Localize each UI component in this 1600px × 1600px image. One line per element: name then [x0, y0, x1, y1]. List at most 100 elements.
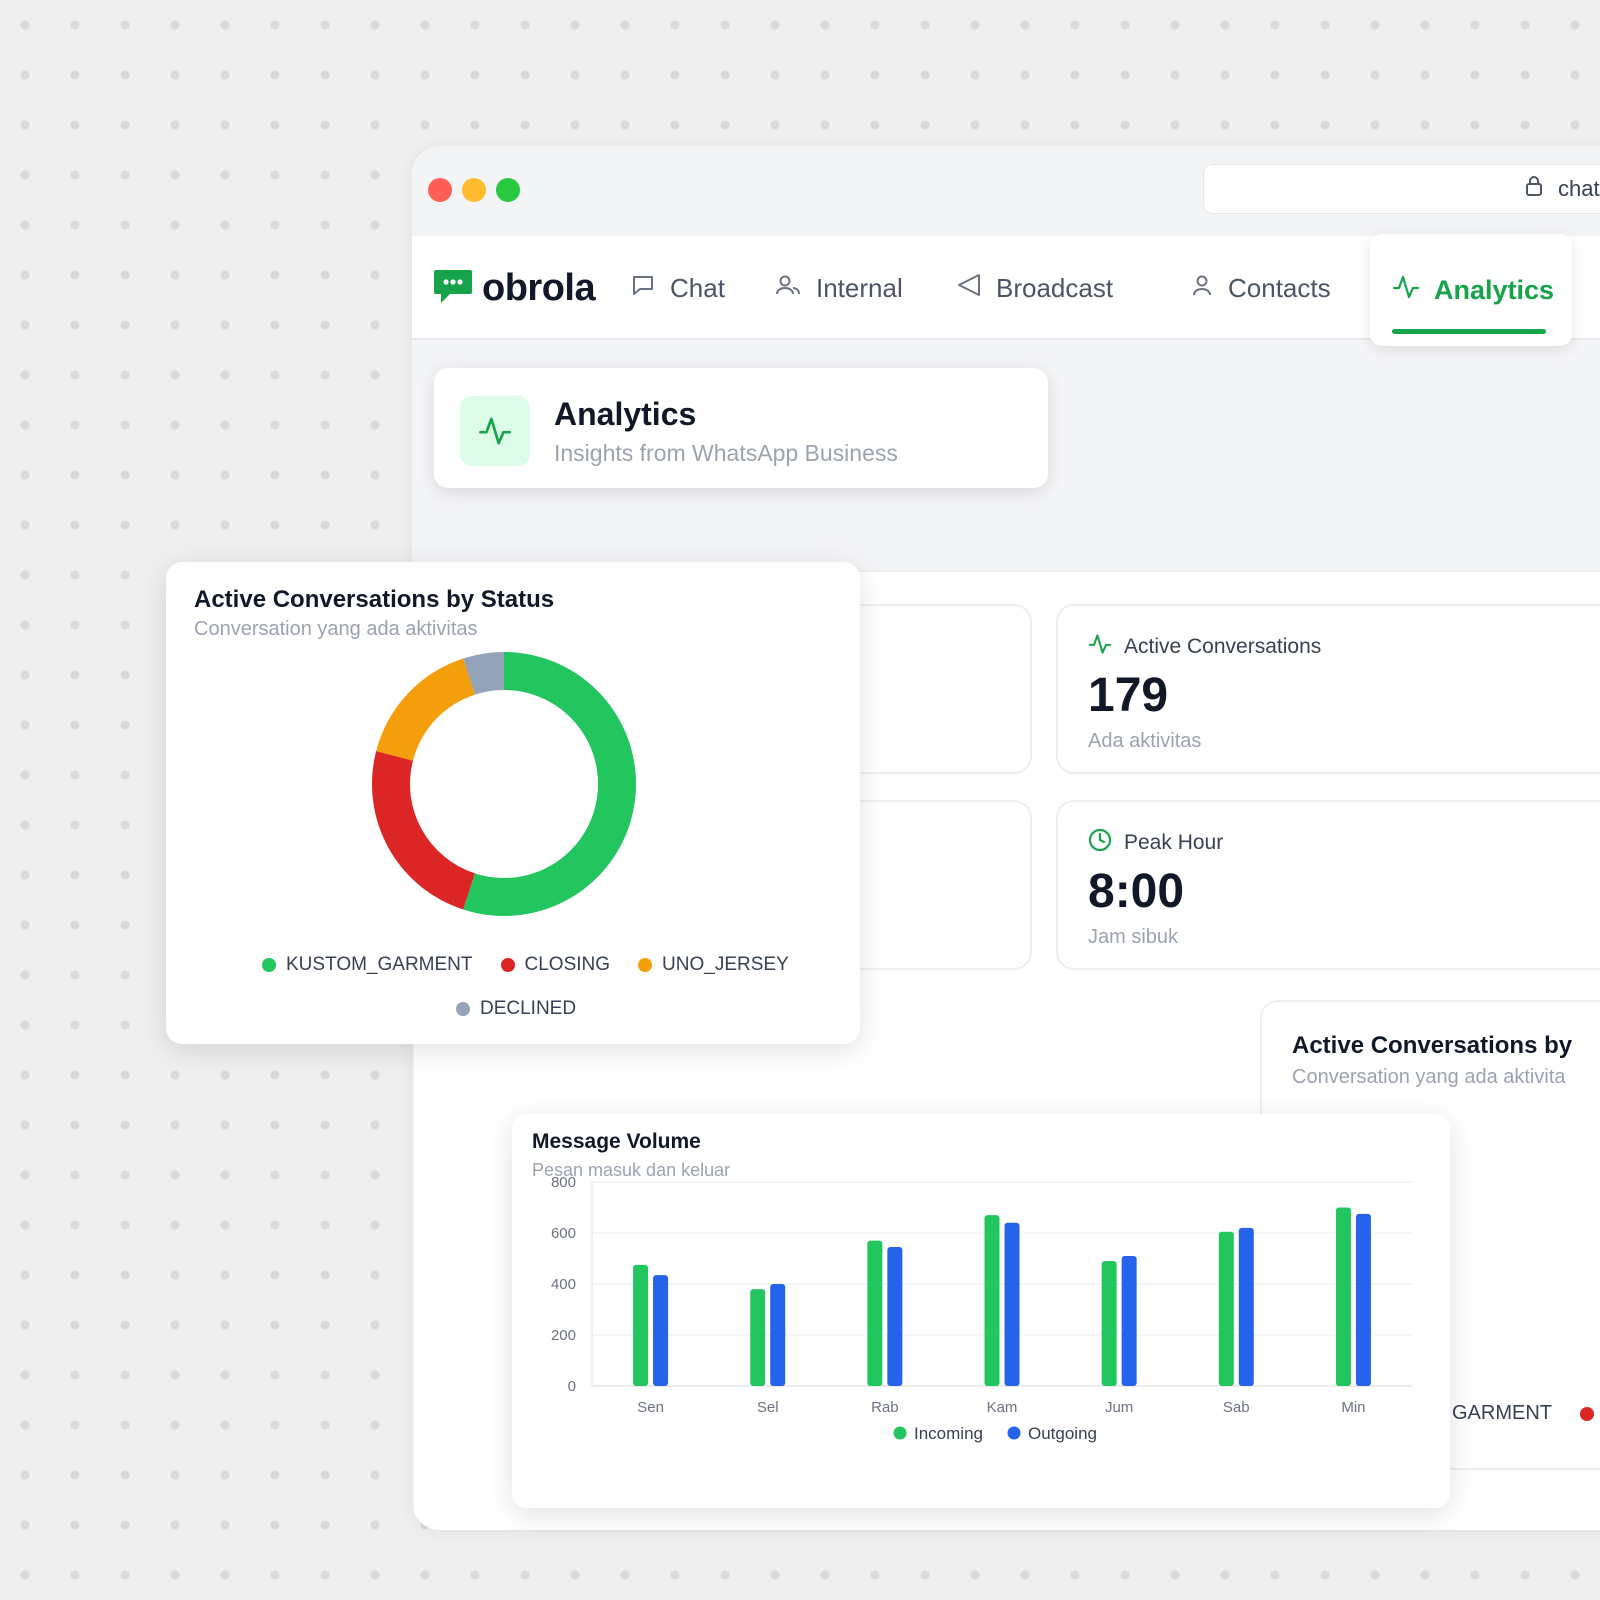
legend-declined-label: DECLINED	[480, 998, 577, 1019]
donut-chart	[372, 652, 636, 916]
legend-declined: DECLINED	[456, 998, 576, 1020]
stat-active-sub: Ada aktivitas	[1088, 730, 1202, 752]
donut-card-subtitle: Conversation yang ada aktivitas	[194, 618, 478, 640]
donut-chart-card: Active Conversations by Status Conversat…	[166, 562, 860, 1044]
legend-dot	[500, 958, 515, 972]
bar-outgoing-kam[interactable]	[1004, 1222, 1020, 1386]
user-icon	[1190, 272, 1214, 305]
maximize-window-dot[interactable]	[496, 178, 520, 202]
x-tick-label: Sel	[757, 1399, 779, 1416]
stat-peak-sub: Jam sibuk	[1088, 926, 1179, 948]
legend-kustom-label: KUSTOM_GARMENT	[286, 954, 473, 975]
donut-legend-row-2: DECLINED	[456, 998, 576, 1020]
donut-slice-declined[interactable]	[463, 652, 504, 695]
bar-incoming-kam[interactable]	[984, 1215, 1000, 1386]
bar-outgoing-sen[interactable]	[653, 1275, 669, 1386]
address-text: chat	[1558, 176, 1600, 201]
lock-icon	[1524, 175, 1544, 203]
x-tick-label: Sen	[637, 1399, 664, 1416]
right-card-subtitle: Conversation yang ada aktivita	[1292, 1066, 1566, 1088]
message-volume-card: Message Volume Pesan masuk dan keluar 0 2…	[512, 1114, 1450, 1508]
right-legend-garment: GARMENT	[1452, 1402, 1552, 1424]
nav-internal-label: Internal	[816, 272, 903, 303]
legend-closing: CLOSING	[500, 954, 611, 976]
y-tick-label: 800	[551, 1174, 576, 1191]
page-title: Analytics	[554, 396, 697, 432]
right-card-title: Active Conversations by	[1292, 1032, 1573, 1059]
activity-icon	[1088, 632, 1112, 662]
donut-slice-kustom_garment[interactable]	[463, 652, 636, 916]
bar-incoming-jum[interactable]	[1101, 1261, 1117, 1386]
analytics-header-icon	[460, 396, 530, 466]
donut-slice-uno_jersey[interactable]	[376, 658, 475, 761]
address-bar[interactable]: chat	[1203, 164, 1600, 214]
legend-dot	[1580, 1406, 1594, 1421]
message-volume-chart: 0 200 400 600 800 Sen Sel Rab Kam Jum Sab Min Incomi…	[551, 1174, 1412, 1443]
nav-internal[interactable]: Internal	[774, 266, 903, 310]
bar-incoming-sab[interactable]	[1218, 1231, 1234, 1386]
bar-outgoing-jum[interactable]	[1121, 1255, 1137, 1386]
nav-chat-label: Chat	[670, 272, 725, 303]
chat-bubble-logo-icon	[432, 266, 474, 311]
nav-broadcast-label: Broadcast	[996, 272, 1114, 303]
stat-peak-value: 8:00	[1088, 865, 1185, 918]
bar-outgoing-rab[interactable]	[887, 1247, 903, 1386]
close-window-dot[interactable]	[428, 178, 452, 202]
donut-slice-closing[interactable]	[372, 751, 475, 910]
logo-text: obrola	[482, 267, 596, 309]
legend-dot-incoming	[893, 1426, 907, 1440]
x-tick-label: Rab	[871, 1399, 899, 1416]
x-tick-label: Jum	[1105, 1399, 1133, 1416]
bar-card-title: Message Volume	[532, 1130, 701, 1153]
minimize-window-dot[interactable]	[462, 178, 486, 202]
bar-incoming-min[interactable]	[1335, 1207, 1351, 1387]
legend-label-incoming: Incoming	[914, 1424, 983, 1443]
legend-dot	[456, 1002, 470, 1016]
activity-icon	[1392, 273, 1420, 308]
stat-active-value: 179	[1088, 669, 1169, 722]
y-tick-label: 200	[551, 1327, 576, 1344]
y-tick-label: 600	[551, 1225, 576, 1242]
title-bar: chat	[412, 146, 1600, 236]
stat-card-peak-hour: Peak Hour 8:00 Jam sibuk	[1056, 800, 1600, 970]
x-tick-label: Kam	[987, 1399, 1018, 1416]
right-legend-closing: C	[1580, 1402, 1600, 1425]
legend-dot	[262, 958, 276, 972]
nav-chat[interactable]: Chat	[630, 266, 725, 310]
nav-analytics-label: Analytics	[1434, 274, 1555, 305]
active-tab-indicator	[1392, 329, 1546, 334]
legend-uno-label: UNO_JERSEY	[662, 954, 789, 975]
legend-kustom-garment: KUSTOM_GARMENT	[262, 954, 473, 976]
x-tick-label: Sab	[1223, 1399, 1250, 1416]
legend-closing-label: CLOSING	[524, 954, 611, 975]
bar-incoming-sen[interactable]	[633, 1264, 649, 1386]
stat-peak-label: Peak Hour	[1124, 831, 1224, 854]
nav-analytics[interactable]: Analytics	[1370, 234, 1572, 346]
message-square-icon	[630, 272, 656, 305]
stat-active-label: Active Conversations	[1124, 635, 1322, 658]
send-icon	[956, 272, 982, 305]
y-tick-label: 0	[568, 1378, 576, 1395]
legend-uno-jersey: UNO_JERSEY	[638, 954, 789, 976]
legend-dot-outgoing	[1007, 1426, 1021, 1440]
nav-broadcast[interactable]: Broadcast	[956, 266, 1113, 310]
bar-outgoing-min[interactable]	[1355, 1213, 1371, 1386]
y-tick-label: 400	[551, 1276, 576, 1293]
users-icon	[774, 272, 802, 305]
stat-active-label-row: Active Conversations	[1088, 632, 1321, 662]
nav-contacts[interactable]: Contacts	[1190, 266, 1331, 310]
stat-peak-label-row: Peak Hour	[1088, 828, 1223, 858]
logo[interactable]: obrola	[432, 266, 596, 311]
bar-outgoing-sel[interactable]	[770, 1284, 786, 1386]
legend-dot	[638, 958, 653, 972]
nav-contacts-label: Contacts	[1228, 272, 1331, 303]
bar-incoming-sel[interactable]	[750, 1289, 766, 1386]
page-header-card: Analytics Insights from WhatsApp Busines…	[434, 368, 1048, 488]
donut-card-title: Active Conversations by Status	[194, 586, 555, 613]
stat-card-active-conversations: Active Conversations 179 Ada aktivitas	[1056, 604, 1600, 774]
legend-label-outgoing: Outgoing	[1028, 1424, 1097, 1443]
right-card-legend: GARMENT C	[1452, 1402, 1600, 1425]
donut-legend-row-1: KUSTOM_GARMENT CLOSING UNO_JERSEY	[262, 954, 789, 976]
bar-outgoing-sab[interactable]	[1238, 1227, 1254, 1386]
bar-incoming-rab[interactable]	[867, 1240, 883, 1386]
